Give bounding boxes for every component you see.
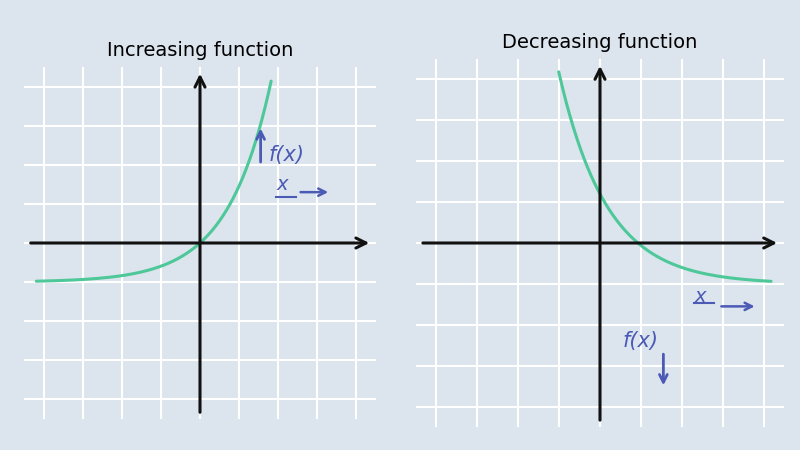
Text: f(x): f(x) [269, 145, 305, 165]
Text: x: x [276, 175, 288, 194]
Title: Increasing function: Increasing function [107, 41, 293, 60]
Text: x: x [694, 287, 706, 306]
Text: f(x): f(x) [622, 331, 658, 351]
Title: Decreasing function: Decreasing function [502, 33, 698, 52]
